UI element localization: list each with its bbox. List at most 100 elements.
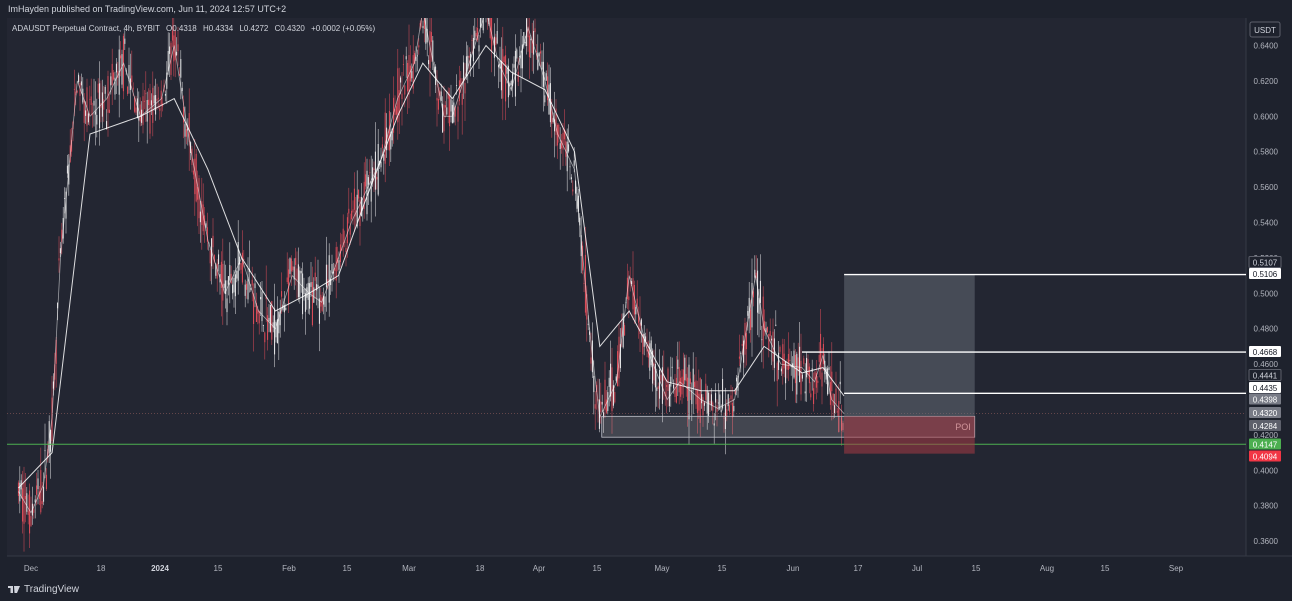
candle-body xyxy=(197,187,199,200)
candle-body xyxy=(101,92,103,117)
currency-button[interactable]: USDT xyxy=(1249,21,1281,38)
price-label-text: 0.4284 xyxy=(1253,422,1278,431)
candle-body xyxy=(430,32,432,42)
candle-body xyxy=(404,85,406,95)
candle-body xyxy=(107,76,109,113)
candle-body xyxy=(787,354,789,370)
candle-body xyxy=(212,235,214,248)
candle-body xyxy=(834,405,836,413)
candle-body xyxy=(719,394,721,410)
legend-close: C0.4320 xyxy=(275,24,306,33)
candle-body xyxy=(414,53,416,64)
candle-body xyxy=(24,496,26,500)
candle-body xyxy=(527,26,529,38)
candle-body xyxy=(136,98,138,118)
candle-body xyxy=(479,18,481,28)
candle-body xyxy=(432,40,434,62)
candle-body xyxy=(702,397,704,416)
candle-body xyxy=(741,343,743,346)
candle-body xyxy=(251,279,253,286)
candle-body xyxy=(796,353,798,395)
candle-body xyxy=(647,349,649,358)
candle-body xyxy=(654,364,656,388)
candle-body xyxy=(320,294,322,307)
candle-body xyxy=(184,124,186,137)
time-tick-label: Aug xyxy=(1040,564,1054,573)
candle-body xyxy=(247,276,249,300)
price-label-text: 0.4094 xyxy=(1253,453,1278,462)
candle-body xyxy=(253,293,255,324)
candle-body xyxy=(513,64,515,68)
candle-body xyxy=(344,241,346,243)
candle-body xyxy=(78,74,80,83)
candle-body xyxy=(381,144,383,149)
candle-body xyxy=(36,485,38,495)
candle-body xyxy=(225,280,227,295)
candle-body xyxy=(594,404,596,409)
overlay-layer: POI xyxy=(7,273,1246,454)
target-zone[interactable] xyxy=(844,274,975,417)
candle-body xyxy=(278,311,280,334)
candle-body xyxy=(160,90,162,106)
candle-body xyxy=(738,356,740,359)
candle-body xyxy=(604,379,606,411)
candle-body xyxy=(261,291,263,322)
candle-body xyxy=(169,46,171,54)
candle-body xyxy=(55,339,57,364)
candle-body xyxy=(254,283,256,289)
candle-body xyxy=(701,394,703,404)
candle-body xyxy=(395,106,397,115)
svg-text:ADAUSDT Perpetual Contract, 4h: ADAUSDT Perpetual Contract, 4h, BYBIT O0… xyxy=(12,24,375,33)
candle-body xyxy=(786,364,788,370)
candle-body xyxy=(198,178,200,219)
candle-body xyxy=(422,25,424,29)
candle-body xyxy=(813,388,815,404)
candle-body xyxy=(415,56,417,62)
candle-body xyxy=(624,325,626,336)
candle-body xyxy=(608,377,610,387)
candle-body xyxy=(446,107,448,115)
candle-body xyxy=(639,323,641,334)
candle-body xyxy=(653,362,655,381)
candle-body xyxy=(506,68,508,74)
candle-body xyxy=(460,78,462,87)
candle-body xyxy=(842,422,844,430)
candle-body xyxy=(416,55,418,57)
candle-body xyxy=(804,391,806,394)
candle-body xyxy=(563,128,565,140)
candle-body xyxy=(631,281,633,284)
candle-body xyxy=(495,37,497,46)
candle-body xyxy=(152,87,154,123)
candle-body xyxy=(128,65,130,82)
candle-body xyxy=(467,55,469,69)
candle-body xyxy=(764,321,766,332)
candle-body xyxy=(498,64,500,68)
candle-body xyxy=(666,385,668,387)
candle-body xyxy=(779,346,781,352)
candle-body xyxy=(243,258,245,260)
candle-body xyxy=(104,86,106,94)
candle-body xyxy=(296,268,298,281)
candle-body xyxy=(205,223,207,228)
candle-body xyxy=(121,54,123,85)
candle-body xyxy=(433,66,435,73)
candle-body xyxy=(667,368,669,391)
candle-body xyxy=(552,118,554,123)
candle-body xyxy=(558,124,560,138)
stop-zone[interactable] xyxy=(844,416,975,454)
price-label-text: 0.5107 xyxy=(1253,259,1278,268)
candle-body xyxy=(19,482,21,502)
price-label-text: 0.4320 xyxy=(1253,409,1278,418)
candle-body xyxy=(285,307,287,310)
plot-pane[interactable] xyxy=(7,18,1246,556)
candle-body xyxy=(439,90,441,96)
price-chart[interactable]: POI Dec 18 2024 15 Feb 15 Mar 18 Apr 15 May 15 Jun 17… xyxy=(0,18,1292,578)
legend-open: O0.4318 xyxy=(166,24,197,33)
price-tick-label: 0.3800 xyxy=(1254,502,1279,511)
candle-body xyxy=(94,111,96,115)
candle-body xyxy=(276,319,278,344)
candle-body xyxy=(188,113,190,142)
candle-body xyxy=(635,306,637,315)
candle-body xyxy=(516,49,518,59)
candle-body xyxy=(240,263,242,270)
